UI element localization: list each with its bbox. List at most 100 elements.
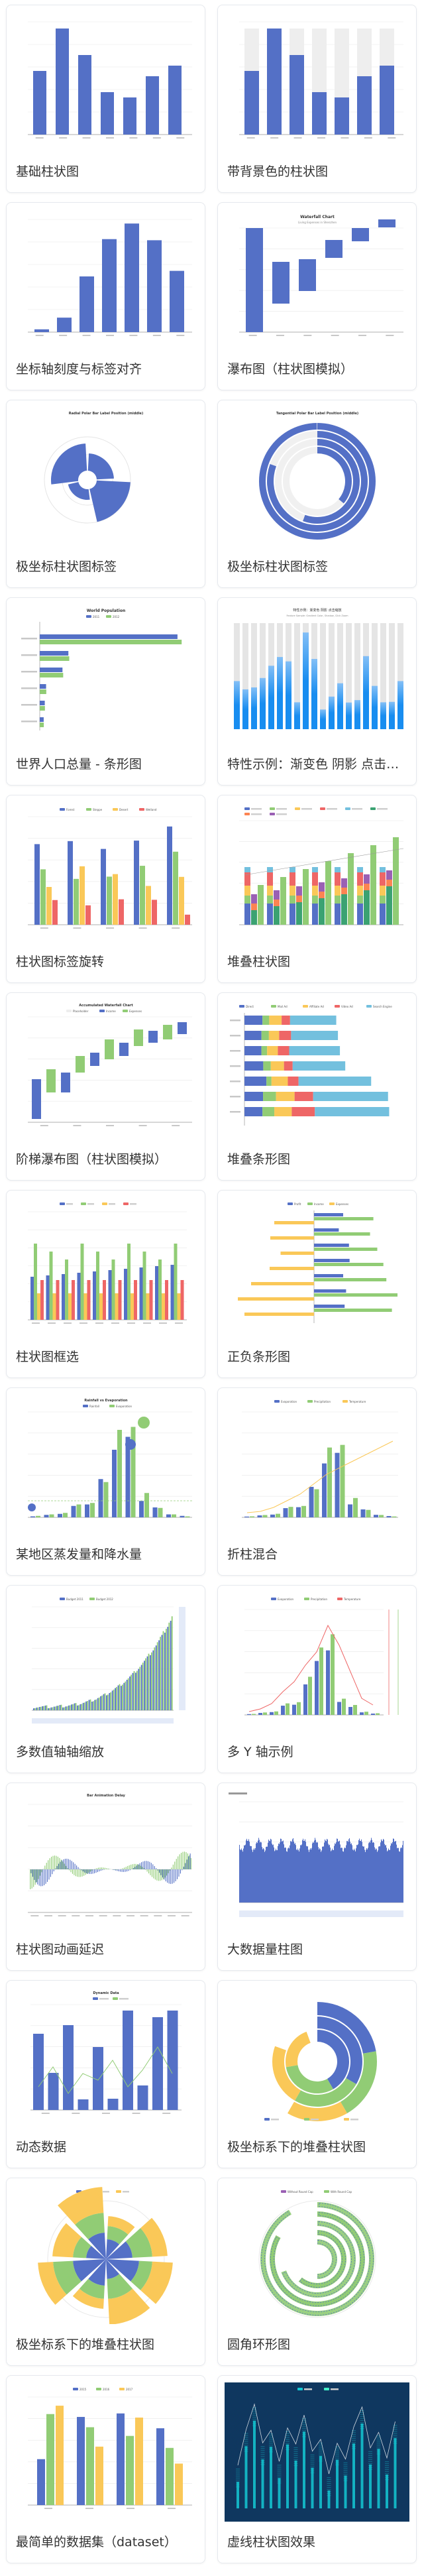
example-card[interactable]: Forest Steppe Desert Wetland 柱状图标签旋转 [6,795,205,983]
chart-thumbnail[interactable]: Profit Income Expenses [225,1197,409,1336]
polar-bar [73,2237,91,2258]
example-title[interactable]: 多数值轴轴缩放 [16,1745,105,1759]
bar [160,1637,161,1710]
chart-text: Tangential Polar Bar Label Position (mid… [276,412,358,416]
example-title[interactable]: 基础柱状图 [16,164,79,179]
example-title[interactable]: 堆叠条形图 [227,1152,291,1167]
example-card[interactable]: World Population 2011 2012 世界人口总量 - 条形图 [6,597,205,786]
chart-thumbnail[interactable]: Tangential Polar Bar Label Position (mid… [225,407,409,546]
example-title[interactable]: 正负条形图 [227,1350,291,1364]
example-title[interactable]: 瀑布图（柱状图模拟） [227,362,354,377]
example-card[interactable]: 坐标轴刻度与标签对齐 [6,202,205,390]
example-title[interactable]: 动态数据 [16,2140,67,2154]
example-title[interactable]: 最简单的数据集（dataset） [16,2535,177,2549]
bar [116,1686,117,1710]
example-title[interactable]: 极坐标系下的堆叠柱状图 [16,2337,155,2352]
example-title[interactable]: 堆叠柱状图 [227,955,291,969]
example-card[interactable]: Rainfall vs Evaporation Rainfall Evaporati… [6,1387,205,1576]
example-title[interactable]: 折柱混合 [227,1547,278,1562]
chart-thumbnail[interactable] [13,12,198,151]
example-card[interactable]: Bar Animation Delay 柱状图动画延迟 [6,1783,205,1971]
chart-thumbnail[interactable]: Bar Animation Delay [13,1790,198,1929]
chart-thumbnail[interactable]: Accumulated Waterfall Chart Placeholder In… [13,1000,198,1139]
example-card[interactable]: Budget 2011 Budget 2012 多数值轴轴缩放 [6,1585,205,1773]
chart-thumbnail[interactable]: Dynamic Data [13,1987,198,2127]
example-card[interactable]: Tangential Polar Bar Label Position (mid… [217,400,417,588]
chart-thumbnail[interactable]: 特性示例：渐变色 阴影 点击缩放 Feature Sample: Gradient… [225,605,409,744]
chart-thumbnail[interactable]: Direct Mail Ad Affiliate Ad Video Ad Search … [225,1000,409,1139]
bar [336,2459,339,2508]
bar [387,1851,388,1903]
example-title[interactable]: 多 Y 轴示例 [227,1745,293,1759]
chart-thumbnail[interactable]: Without Round Cap With Round Cap [225,2185,409,2324]
example-card[interactable]: Evaporation Precipitation Temperature 折柱混合 [217,1387,417,1576]
chart-thumbnail[interactable] [225,802,409,941]
example-card[interactable]: 大数据量柱图 [217,1783,417,1971]
example-title[interactable]: 虚线柱状图效果 [227,2535,316,2549]
bar [40,1280,44,1320]
chart-thumbnail[interactable]: Rainfall vs Evaporation Rainfall Evaporati… [13,1395,198,1534]
example-title[interactable]: 柱状图框选 [16,1350,79,1364]
chart-thumbnail[interactable] [225,1790,409,1929]
chart-thumbnail[interactable]: Evaporation Precipitation Temperature [225,1592,409,1731]
chart-thumbnail[interactable] [225,1987,409,2127]
example-title[interactable]: 柱状图动画延迟 [16,1942,105,1957]
chart-thumbnail[interactable] [13,2185,198,2324]
example-card[interactable]: 极坐标系下的堆叠柱状图 [217,1980,417,2168]
dotted-segment [302,2420,306,2422]
chart-thumbnail[interactable]: Radial Polar Bar Label Position (middle) [13,407,198,546]
example-title[interactable]: 柱状图标签旋转 [16,955,105,969]
example-card[interactable]: Radial Polar Bar Label Position (middle)… [6,400,205,588]
example-card[interactable]: 柱状图框选 [6,1190,205,1378]
chart-thumbnail[interactable] [13,1197,198,1336]
bar [135,2418,143,2505]
example-card[interactable]: 虚线柱状图效果 [217,2375,417,2563]
chart-text: Without Round Cap [288,2190,313,2194]
example-title[interactable]: 极坐标柱状图标签 [16,559,117,574]
example-card[interactable]: 极坐标系下的堆叠柱状图 [6,2178,205,2366]
example-card[interactable]: Direct Mail Ad Affiliate Ad Video Ad Search … [217,992,417,1181]
example-card[interactable]: 堆叠柱状图 [217,795,417,983]
bar [32,1869,33,1877]
chart-thumbnail[interactable]: Forest Steppe Desert Wetland [13,802,198,941]
bar [144,1861,146,1869]
chart-thumbnail[interactable]: 2015 2016 2017 [13,2382,198,2522]
chart-thumbnail[interactable]: Evaporation Precipitation Temperature [225,1395,409,1534]
bar [83,1702,85,1710]
bar [355,1851,356,1903]
example-card[interactable]: 2015 2016 2017 最简单的数据集（dataset） [6,2375,205,2563]
tick-label [127,2508,134,2509]
example-card[interactable]: Profit Income Expenses 正负条形图 [217,1190,417,1378]
example-card[interactable]: Dynamic Data 动态数据 [6,1980,205,2168]
example-title[interactable]: 世界人口总量 - 条形图 [16,757,142,772]
chart-thumbnail[interactable] [225,12,409,151]
example-card[interactable]: Accumulated Waterfall Chart Placeholder In… [6,992,205,1181]
legend-swatch [123,1010,128,1012]
example-title[interactable]: 特性示例：渐变色 阴影 点击… [227,757,399,772]
chart-thumbnail[interactable]: Waterfall Chart Living Expenses in Shenzh… [225,209,409,349]
chart-thumbnail[interactable]: Budget 2011 Budget 2012 [13,1592,198,1731]
example-card[interactable]: 带背景色的柱状图 [217,5,417,193]
example-card[interactable]: Evaporation Precipitation Temperature 多 Y 轴… [217,1585,417,1773]
example-title[interactable]: 阶梯瀑布图（柱状图模拟） [16,1152,168,1167]
chart-text: Bar Animation Delay [87,1794,125,1798]
bar [129,1869,131,1871]
bar [101,92,114,135]
example-card[interactable]: Without Round Cap With Round Cap 圆角环形图 [217,2178,417,2366]
example-title[interactable]: 圆角环形图 [227,2337,291,2352]
example-card[interactable]: 特性示例：渐变色 阴影 点击缩放 Feature Sample: Gradient… [217,597,417,786]
example-title[interactable]: 极坐标柱状图标签 [227,559,329,574]
bar [127,1865,129,1869]
chart-thumbnail[interactable] [225,2382,409,2522]
example-title[interactable]: 某地区蒸发量和降水量 [16,1547,142,1562]
example-card[interactable]: 基础柱状图 [6,5,205,193]
example-title[interactable]: 大数据量柱图 [227,1942,303,1957]
bar [98,1697,100,1710]
example-title[interactable]: 极坐标系下的堆叠柱状图 [227,2140,366,2154]
example-title[interactable]: 带背景色的柱状图 [227,164,329,179]
chart-thumbnail[interactable]: World Population 2011 2012 [13,605,198,744]
chart-text: Evaporation [278,1598,294,1601]
chart-thumbnail[interactable] [13,209,198,349]
example-card[interactable]: Waterfall Chart Living Expenses in Shenzh… [217,202,417,390]
example-title[interactable]: 坐标轴刻度与标签对齐 [16,362,142,377]
